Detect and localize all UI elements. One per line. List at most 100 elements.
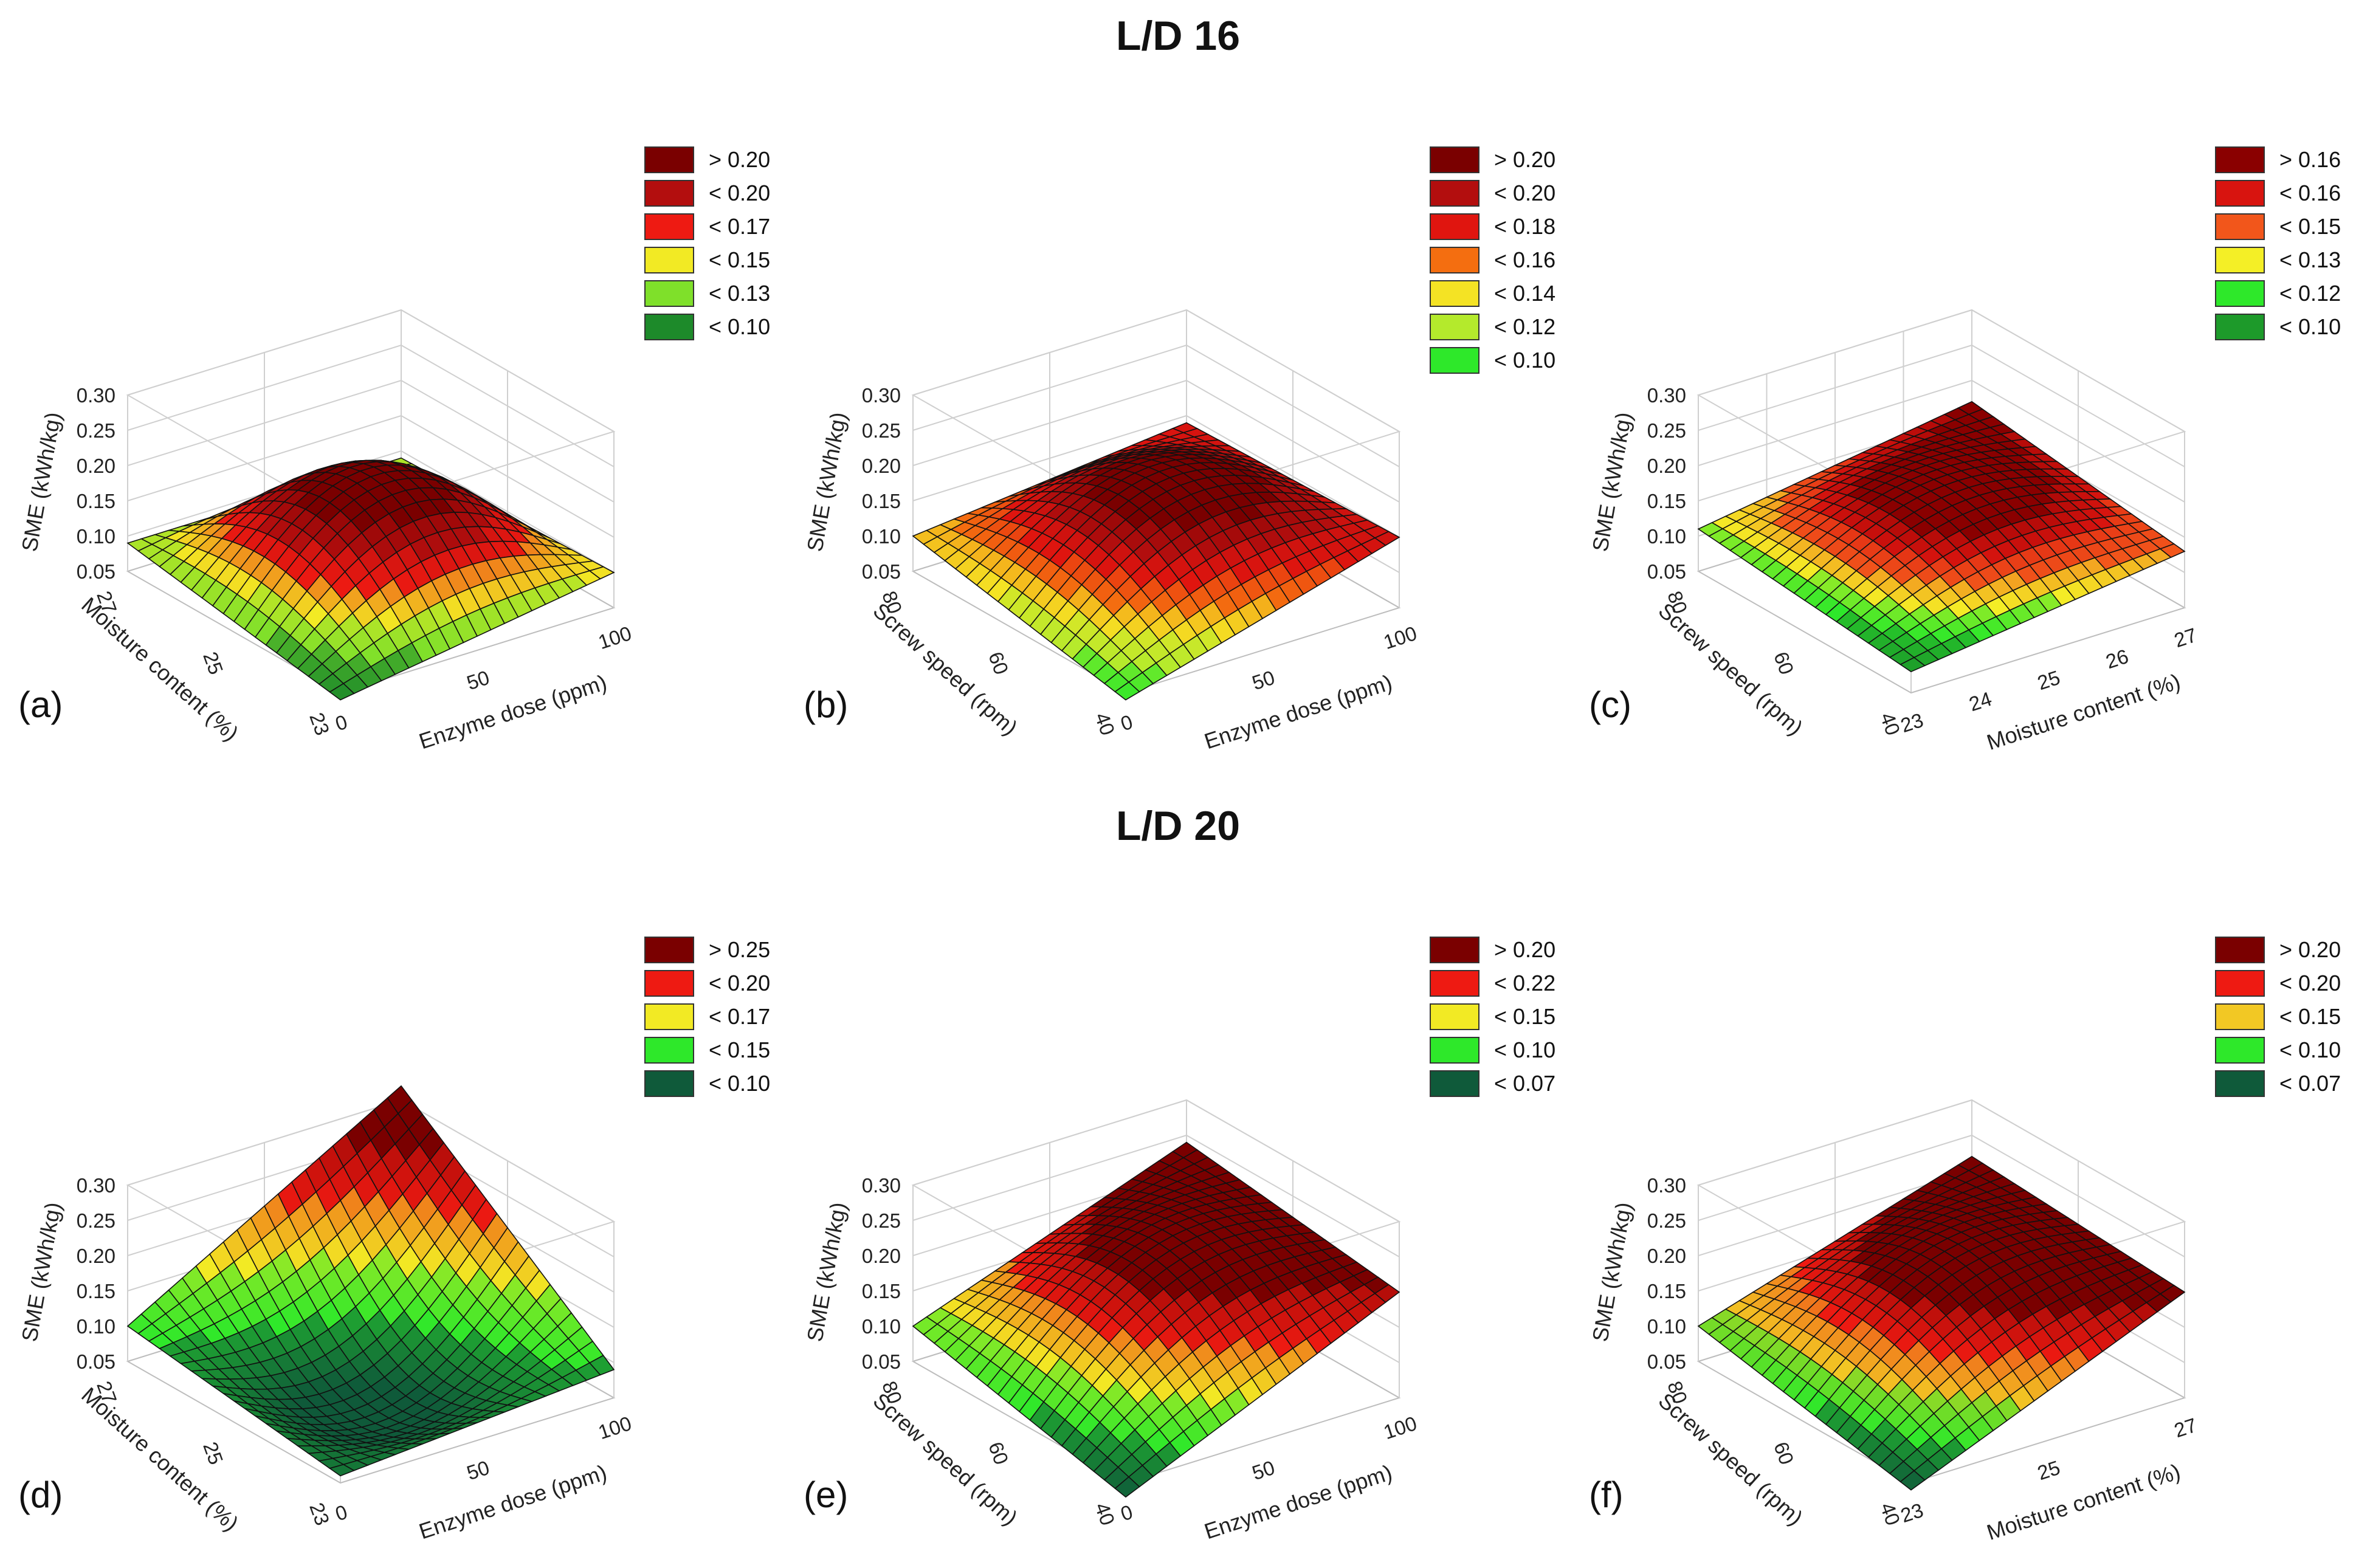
z-tick-label: 0.05 — [77, 560, 115, 583]
legend-label: < 0.15 — [709, 1037, 771, 1062]
chart-panel-b: 0.30 0.25 0.20 0.15 0.10 0.05 SME (kWh/kg) 0 50 1… — [785, 85, 1571, 778]
legend-swatch — [644, 146, 694, 173]
surface-plot-b: 0.30 0.25 0.20 0.15 0.10 0.05 SME (kWh/kg) 0 50 1… — [802, 309, 1419, 754]
legend-label: > 0.20 — [709, 146, 771, 172]
legend-swatch — [1430, 313, 1479, 340]
chart-panel-f: 0.30 0.25 0.20 0.15 0.10 0.05 SME (kWh/kg) 23 25… — [1571, 875, 2356, 1568]
legend-f: > 0.20 < 0.20 < 0.15 < 0.10 < 0.07 — [2215, 933, 2341, 1100]
y-tick-label: 40 — [1090, 709, 1119, 738]
legend-swatch — [644, 969, 694, 997]
panel-label-a: (a) — [18, 684, 63, 725]
legend-swatch — [1430, 1003, 1479, 1030]
surface-cell — [1899, 656, 1926, 673]
legend-swatch — [2215, 179, 2265, 207]
z-tick-label: 0.15 — [862, 490, 901, 512]
legend-swatch — [2215, 1036, 2265, 1064]
legend-item: < 0.15 — [2215, 1000, 2341, 1033]
legend-item: < 0.14 — [1430, 277, 1555, 310]
panel-label-f: (f) — [1589, 1474, 1624, 1515]
y-tick-label: 25 — [199, 1439, 227, 1467]
y-tick-label: 60 — [984, 648, 1013, 677]
response-surface — [1697, 401, 2186, 673]
legend-swatch — [2215, 969, 2265, 997]
legend-label: < 0.10 — [2279, 1037, 2341, 1062]
legend-item: > 0.25 — [644, 933, 770, 966]
z-tick-label: 0.25 — [862, 1209, 901, 1232]
z-tick-label: 0.15 — [77, 1280, 115, 1302]
x-axis-title: Enzyme dose (ppm) — [416, 670, 610, 754]
x-tick-label: 100 — [596, 622, 635, 653]
response-surface — [126, 457, 615, 701]
legend-item: < 0.16 — [1430, 243, 1555, 277]
surface-plot-a: 0.30 0.25 0.20 0.15 0.10 0.05 SME (kWh/kg) 0 50 1… — [16, 309, 635, 754]
z-tick-label: 0.30 — [1647, 384, 1686, 407]
x-axis-title: Enzyme dose (ppm) — [1201, 1460, 1395, 1544]
legend-item: > 0.20 — [1430, 933, 1555, 966]
row-title-ld16: L/D 16 — [1115, 13, 1241, 59]
legend-item: < 0.20 — [644, 966, 770, 1000]
legend-swatch — [1430, 246, 1479, 273]
legend-label: < 0.12 — [2279, 280, 2341, 306]
x-axis-title: Moisture content (%) — [1983, 669, 2183, 755]
x-tick-label: 27 — [2171, 624, 2199, 652]
surface-cell — [1114, 681, 1140, 701]
legend-label: < 0.10 — [709, 314, 771, 339]
surface-cell — [1114, 1476, 1140, 1498]
legend-item: < 0.13 — [2215, 243, 2341, 277]
surface-cell — [329, 683, 355, 701]
legend-label: < 0.20 — [709, 970, 771, 995]
legend-e: > 0.20 < 0.22 < 0.15 < 0.10 < 0.07 — [1430, 933, 1555, 1100]
y-tick-label: 40 — [1090, 1499, 1119, 1528]
legend-label: < 0.07 — [2279, 1070, 2341, 1096]
legend-label: < 0.14 — [1494, 280, 1556, 306]
legend-label: < 0.20 — [1494, 180, 1556, 205]
legend-label: > 0.25 — [709, 937, 771, 962]
z-tick-label: 0.30 — [862, 1174, 901, 1197]
z-tick-label: 0.20 — [862, 1245, 901, 1267]
legend-item: < 0.07 — [1430, 1067, 1555, 1100]
legend-swatch — [644, 936, 694, 963]
z-gridline — [127, 309, 615, 432]
legend-label: < 0.20 — [709, 180, 771, 205]
x-tick-label: 50 — [464, 1456, 492, 1485]
x-axis-title: Enzyme dose (ppm) — [1201, 670, 1395, 754]
legend-label: < 0.15 — [2279, 213, 2341, 239]
legend-item: < 0.12 — [2215, 277, 2341, 310]
legend-item: < 0.16 — [2215, 176, 2341, 210]
legend-item: < 0.15 — [2215, 210, 2341, 243]
legend-label: > 0.20 — [2279, 937, 2341, 962]
y-tick-label: 23 — [305, 709, 334, 738]
z-tick-label: 0.25 — [1647, 1209, 1686, 1232]
z-axis-title: SME (kWh/kg) — [16, 410, 66, 554]
response-surface — [912, 422, 1400, 701]
y-tick-label: 60 — [1769, 1439, 1798, 1467]
z-axis-title: SME (kWh/kg) — [1587, 1200, 1636, 1344]
legend-label: < 0.10 — [1494, 1037, 1556, 1062]
x-tick-label: 100 — [596, 1412, 635, 1443]
axis-walls — [126, 309, 616, 694]
x-tick-label: 0 — [332, 710, 350, 735]
panel-label-d: (d) — [18, 1474, 63, 1515]
legend-swatch — [644, 1036, 694, 1064]
x-tick-label: 50 — [1249, 666, 1277, 695]
legend-b: > 0.20 < 0.20 < 0.18 < 0.16 < 0.14 < 0.12 < 0.… — [1430, 143, 1555, 377]
z-tick-label: 0.30 — [77, 384, 115, 407]
legend-label: > 0.16 — [2279, 146, 2341, 172]
legend-swatch — [1430, 346, 1479, 374]
legend-item: < 0.13 — [644, 277, 770, 310]
legend-swatch — [2215, 1070, 2265, 1097]
x-tick-label: 26 — [2103, 645, 2131, 673]
legend-label: < 0.13 — [2279, 247, 2341, 272]
chart-panel-d: 0.30 0.25 0.20 0.15 0.10 0.05 SME (kWh/kg) 0 50 1… — [0, 875, 785, 1568]
legend-label: < 0.17 — [709, 213, 771, 239]
legend-label: < 0.18 — [1494, 213, 1556, 239]
z-tick-label: 0.25 — [77, 1209, 115, 1232]
x-tick-label: 25 — [2034, 666, 2062, 695]
panel-label-b: (b) — [804, 684, 849, 725]
x-tick-label: 100 — [1381, 1412, 1420, 1443]
legend-swatch — [1430, 1036, 1479, 1064]
z-tick-label: 0.30 — [862, 384, 901, 407]
legend-item: < 0.20 — [2215, 966, 2341, 1000]
z-axis: 0.30 0.25 0.20 0.15 0.10 0.05 — [1647, 384, 1686, 583]
